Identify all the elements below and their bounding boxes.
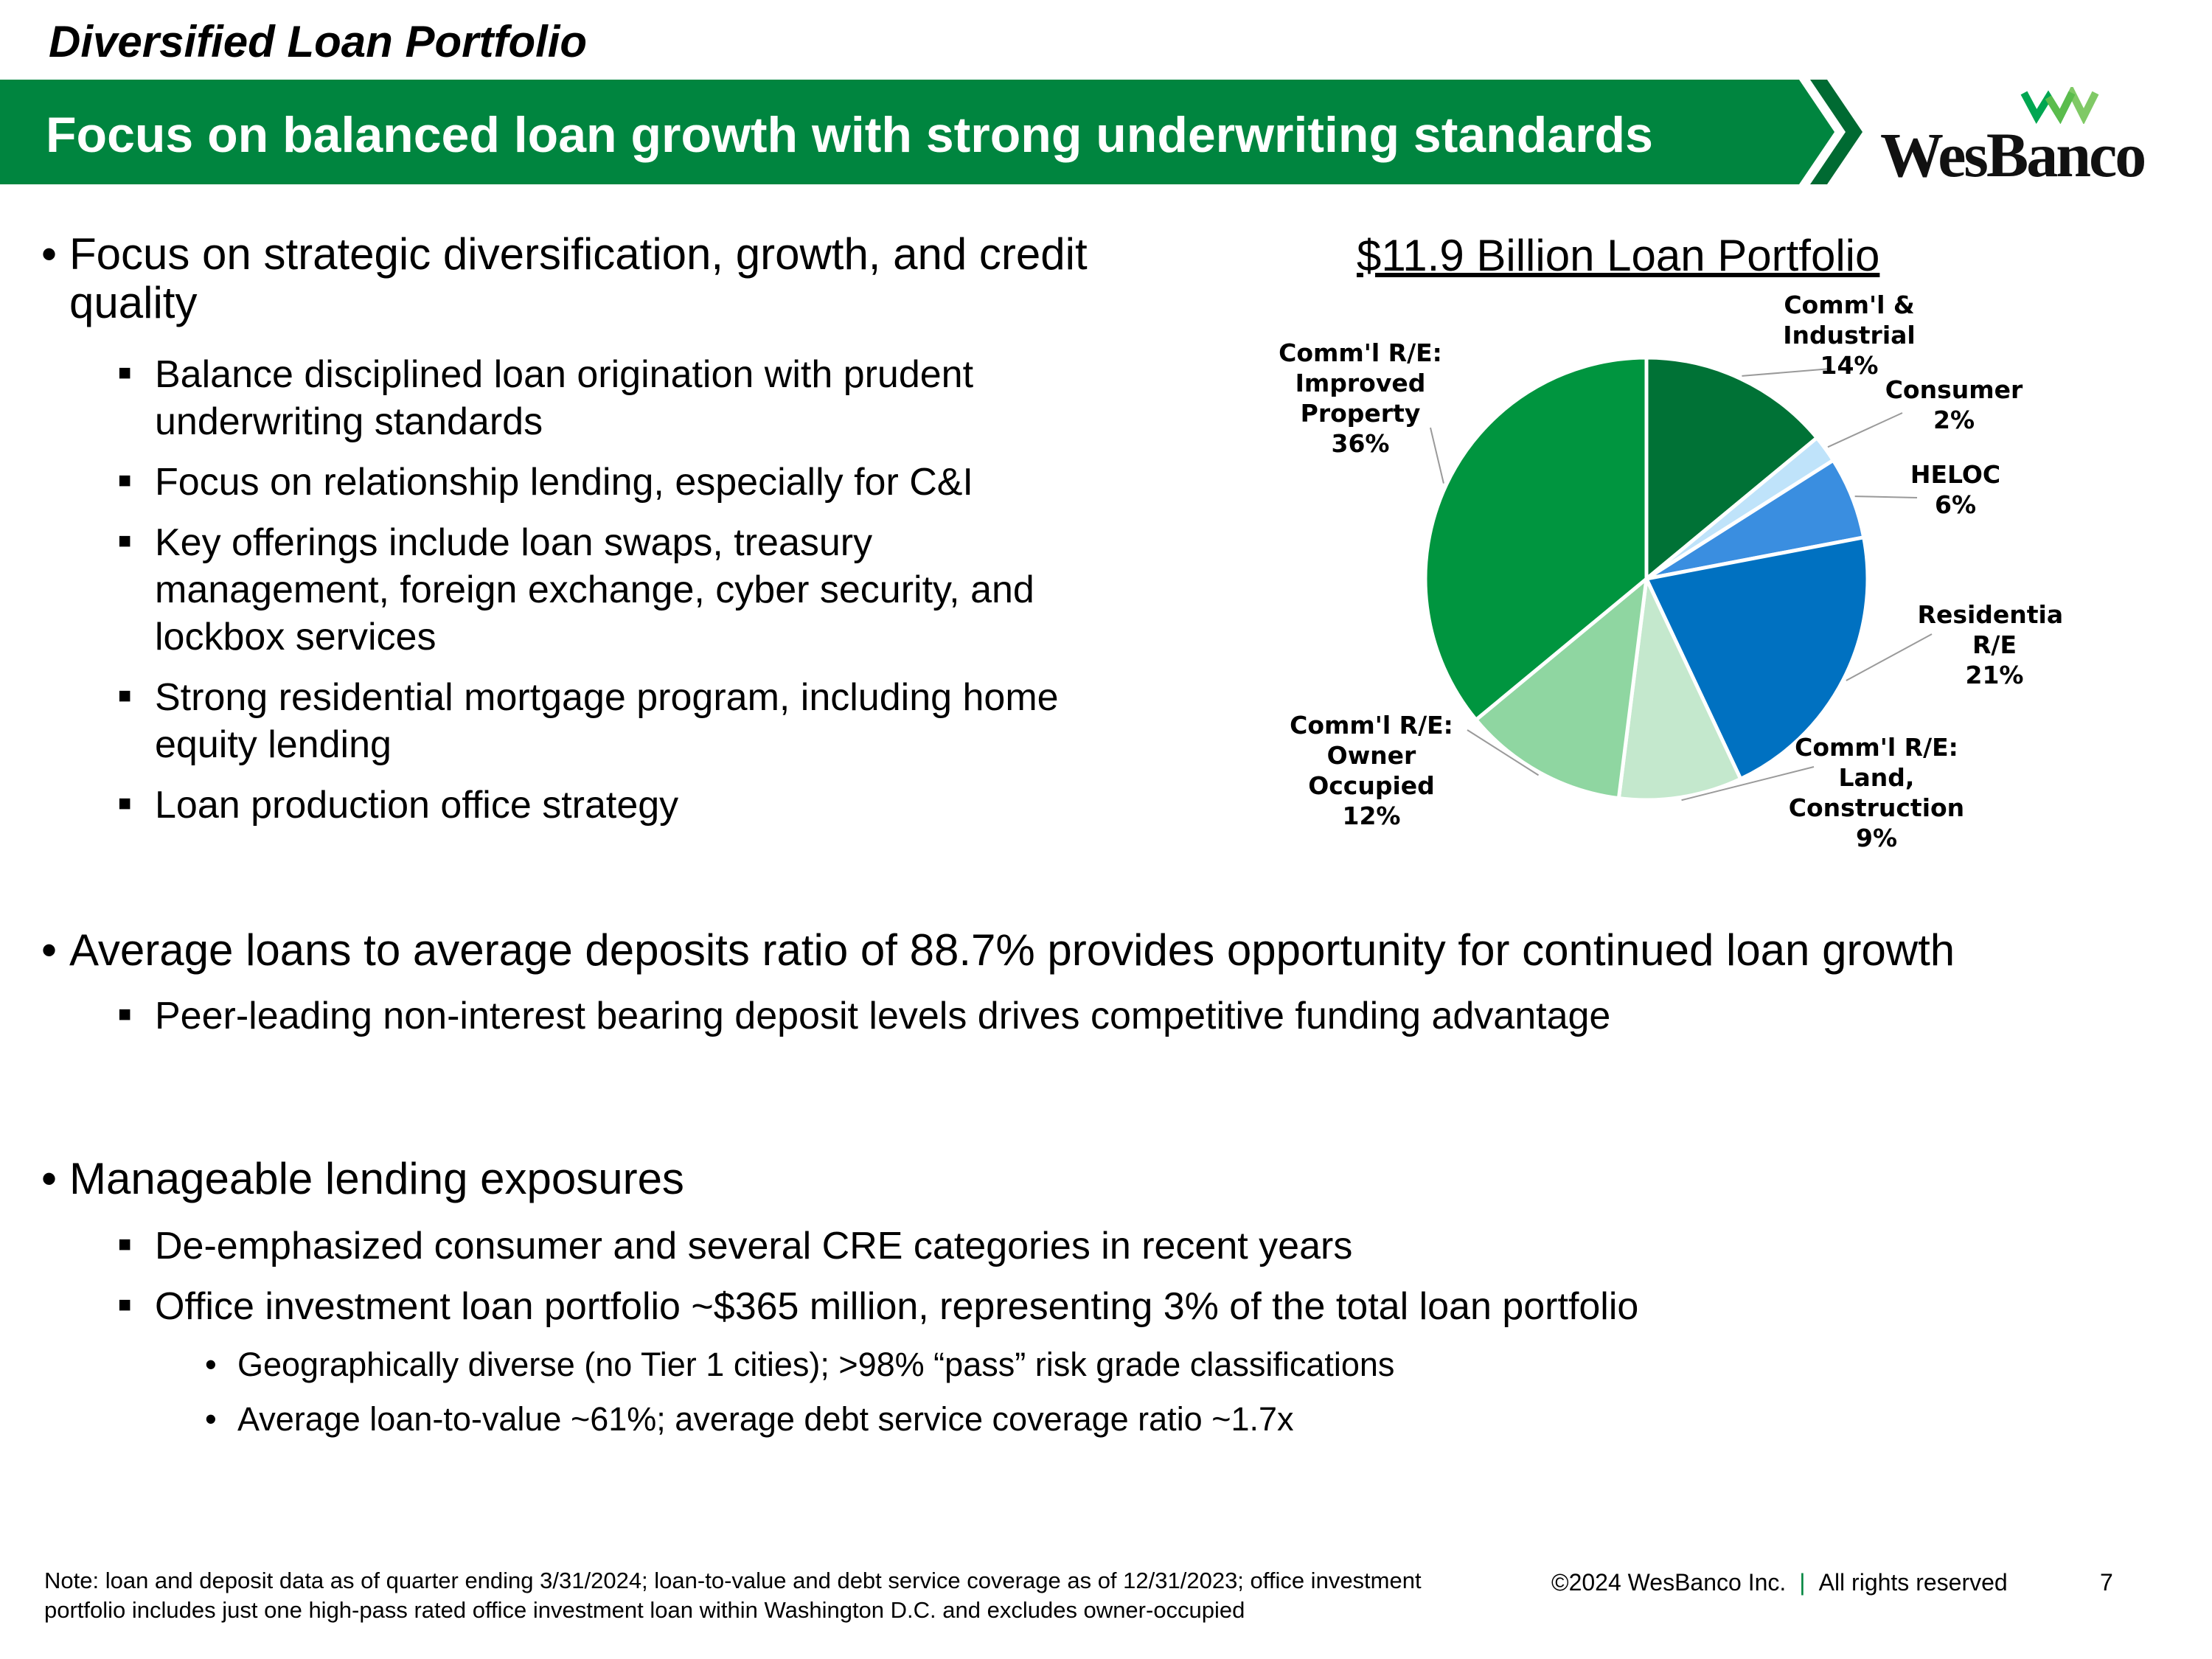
pie-slices (1423, 355, 1870, 802)
bullet-1-sub-2: ■ Focus on relationship lending, especia… (118, 461, 973, 504)
pie-label-3: Residential R/E 21% (1918, 600, 2065, 689)
pie-label-6: Comm'l R/E: Improved Property 36% (1279, 338, 1442, 458)
bullet-1-sub-1-text: Balance disciplined loan origination wit… (155, 353, 974, 443)
bullet-2: • Average loans to average deposits rati… (41, 925, 1955, 975)
bullet-1-sub-3-text: Key offerings include loan swaps, treasu… (155, 521, 1034, 658)
bullet-2-sub-1: ■ Peer-leading non-interest bearing depo… (118, 995, 1611, 1037)
bullet-3-subsub-1-text: Geographically diverse (no Tier 1 cities… (237, 1346, 1395, 1383)
pie-labels: Comm'l & Industrial 14%Consumer 2% HELOC 6% Re… (1279, 295, 2065, 852)
footnote: Note: loan and deposit data as of quarte… (44, 1568, 1422, 1623)
rights-text: All rights reserved (1818, 1569, 2008, 1596)
pie-slice-5 (1473, 574, 1649, 801)
copyright-text: ©2024 WesBanco Inc. (1551, 1569, 1787, 1596)
leader-line-3 (1846, 633, 1933, 681)
leader-line-5 (1467, 729, 1540, 776)
banner-title: Focus on balanced loan growth with stron… (46, 107, 1653, 163)
bullet-3-sub-2: ■ Office investment loan portfolio ~$365… (118, 1285, 1639, 1328)
loan-portfolio-pie-chart: Comm'l & Industrial 14%Consumer 2% HELOC 6% Re… (1279, 295, 2065, 852)
leader-line-2 (1854, 495, 1918, 498)
logo-text: WesBanco (1880, 119, 2146, 190)
page-number: 7 (2100, 1569, 2113, 1596)
leader-line-6 (1430, 427, 1444, 484)
pie-slice-3 (1644, 535, 1870, 782)
pie-label-2: HELOC 6% (1910, 460, 2000, 519)
bullet-2-sub-1-text: Peer-leading non-interest bearing deposi… (155, 995, 1611, 1037)
pie-label-1: Consumer 2% (1885, 375, 2023, 434)
pie-label-5: Comm'l R/E: Owner Occupied 12% (1290, 711, 1453, 830)
bullet-3-subsub-2: • Average loan-to-value ~61%; average de… (205, 1400, 1294, 1438)
bullet-1-sub-3: ■ Key offerings include loan swaps, trea… (118, 521, 1034, 658)
bullet-3-subsub-1: • Geographically diverse (no Tier 1 citi… (205, 1346, 1395, 1383)
leader-line-1 (1827, 412, 1903, 448)
bullet-1: • Focus on strategic diversification, gr… (41, 230, 1131, 327)
section-title: Diversified Loan Portfolio (49, 17, 588, 66)
chart-title: $11.9 Billion Loan Portfolio (1357, 231, 1880, 280)
pie-slice-6 (1423, 355, 1649, 723)
bullet-3-subsub-2-text: Average loan-to-value ~61%; average debt… (237, 1400, 1294, 1438)
bullet-3-sub-1: ■ De-emphasized consumer and several CRE… (118, 1225, 1353, 1267)
bullet-1-sub-4: ■ Strong residential mortgage program, i… (118, 676, 1059, 766)
pie-leader-lines (1430, 368, 1933, 801)
bullet-1-sub-5-text: Loan production office strategy (155, 784, 679, 827)
wesbanco-logo: WesBanco (1873, 87, 2146, 190)
divider: | (1799, 1569, 1806, 1596)
bullet-2-text: Average loans to average deposits ratio … (69, 925, 1955, 975)
bullet-1-sub-2-text: Focus on relationship lending, especiall… (155, 461, 973, 504)
bullet-1-text: Focus on strategic diversification, grow… (69, 229, 1088, 327)
bullet-1-sub-1: ■ Balance disciplined loan origination w… (118, 353, 974, 443)
bullet-1-sub-5: ■ Loan production office strategy (118, 784, 679, 827)
copyright: ©2024 WesBanco Inc. | All rights reserved (1551, 1569, 2008, 1596)
leader-line-4 (1681, 766, 1815, 801)
banner-shape (0, 80, 1863, 184)
bullet-3-sub-1-text: De-emphasized consumer and several CRE c… (155, 1225, 1353, 1267)
title-banner: Focus on balanced loan growth with stron… (0, 80, 1865, 184)
pie-slice-4 (1616, 572, 1744, 802)
bullet-1-sub-4-text: Strong residential mortgage program, inc… (155, 676, 1059, 766)
bullet-3: • Manageable lending exposures (41, 1154, 684, 1203)
bullet-dot: • (41, 229, 58, 279)
pie-slice-0 (1644, 355, 1820, 583)
bullet-3-sub-2-text: Office investment loan portfolio ~$365 m… (155, 1285, 1639, 1328)
pie-label-4: Comm'l R/E: Land, Construction 9% (1789, 733, 1964, 852)
logo-mark-icon (2020, 87, 2099, 124)
bullet-3-text: Manageable lending exposures (69, 1154, 684, 1203)
leader-line-0 (1742, 368, 1832, 377)
pie-label-0: Comm'l & Industrial 14% (1783, 295, 1915, 380)
